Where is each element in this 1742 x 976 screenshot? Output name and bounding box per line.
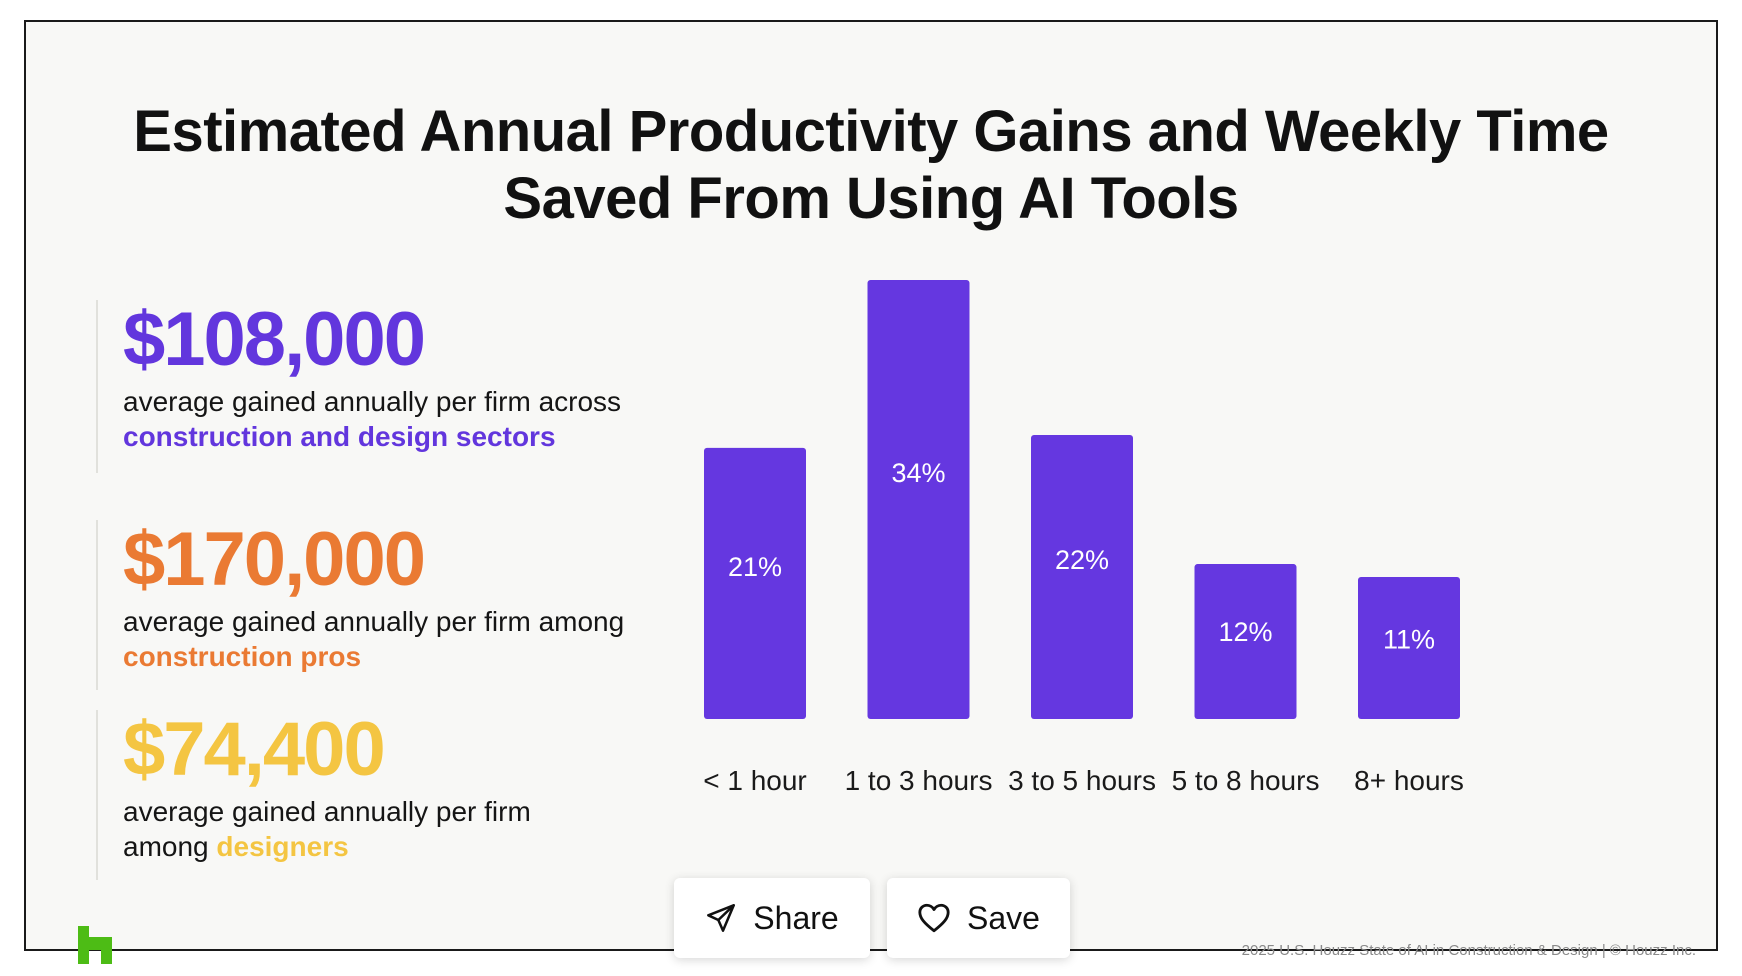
stat-desc-prefix: among bbox=[123, 831, 217, 862]
x-tick-label: 5 to 8 hours bbox=[1172, 765, 1320, 796]
stat-designers: $74,400 average gained annually per firm… bbox=[96, 710, 531, 880]
chart-title: Estimated Annual Productivity Gains and … bbox=[26, 98, 1716, 232]
bar-5 bbox=[1358, 576, 1460, 719]
bar-2 bbox=[867, 280, 970, 719]
save-button[interactable]: Save bbox=[887, 878, 1070, 958]
title-line-1: Estimated Annual Productivity Gains and … bbox=[133, 99, 1609, 164]
heart-icon bbox=[917, 902, 951, 934]
x-tick-label: < 1 hour bbox=[703, 765, 807, 796]
x-tick-label: 1 to 3 hours bbox=[845, 765, 993, 796]
x-tick-label: 3 to 5 hours bbox=[1008, 765, 1156, 796]
share-label: Share bbox=[753, 899, 839, 936]
bar-value-label: 12% bbox=[1218, 617, 1272, 647]
houzz-logo-icon bbox=[78, 926, 112, 964]
save-label: Save bbox=[967, 899, 1040, 936]
stat-value: $74,400 bbox=[123, 707, 386, 792]
stat-construction-pros: $170,000 average gained annually per fir… bbox=[96, 520, 624, 690]
stat-description: average gained annually per firm across … bbox=[123, 384, 621, 454]
stat-desc-line: average gained annually per firm across bbox=[123, 386, 622, 417]
stat-value: $170,000 bbox=[123, 517, 426, 602]
stat-highlight: construction pros bbox=[123, 641, 362, 672]
bar-value-label: 11% bbox=[1383, 624, 1435, 654]
stat-highlight: construction and design sectors bbox=[123, 421, 556, 452]
stat-desc-line: average gained annually per firm bbox=[123, 796, 531, 827]
bar-chart: 21% < 1 hour 34% 1 to 3 hours 22% 3 to 5 hour… bbox=[703, 280, 1464, 796]
bar-value-label: 22% bbox=[1055, 545, 1109, 575]
x-tick-label: 8+ hours bbox=[1354, 765, 1464, 796]
bar-1 bbox=[704, 447, 806, 719]
stat-firm-overall: $108,000 average gained annually per fir… bbox=[96, 300, 621, 473]
stat-description: average gained annually per firm among d… bbox=[123, 794, 531, 864]
slide: Estimated Annual Productivity Gains and … bbox=[24, 20, 1718, 964]
bar-value-label: 21% bbox=[728, 552, 782, 582]
footer-note: 2025 U.S. Houzz State of AI in Construct… bbox=[1241, 942, 1696, 959]
bar-value-label: 34% bbox=[891, 458, 945, 488]
stat-value: $108,000 bbox=[123, 297, 426, 382]
share-button[interactable]: Share bbox=[674, 878, 870, 958]
title-line-2: Saved From Using AI Tools bbox=[503, 166, 1239, 231]
stat-desc-line: average gained annually per firm among bbox=[123, 606, 625, 637]
bar-3 bbox=[1031, 434, 1133, 719]
stat-highlight: designers bbox=[216, 831, 349, 862]
bar-4 bbox=[1194, 564, 1297, 719]
paper-plane-icon bbox=[705, 902, 737, 934]
stat-description: average gained annually per firm among c… bbox=[123, 604, 624, 674]
